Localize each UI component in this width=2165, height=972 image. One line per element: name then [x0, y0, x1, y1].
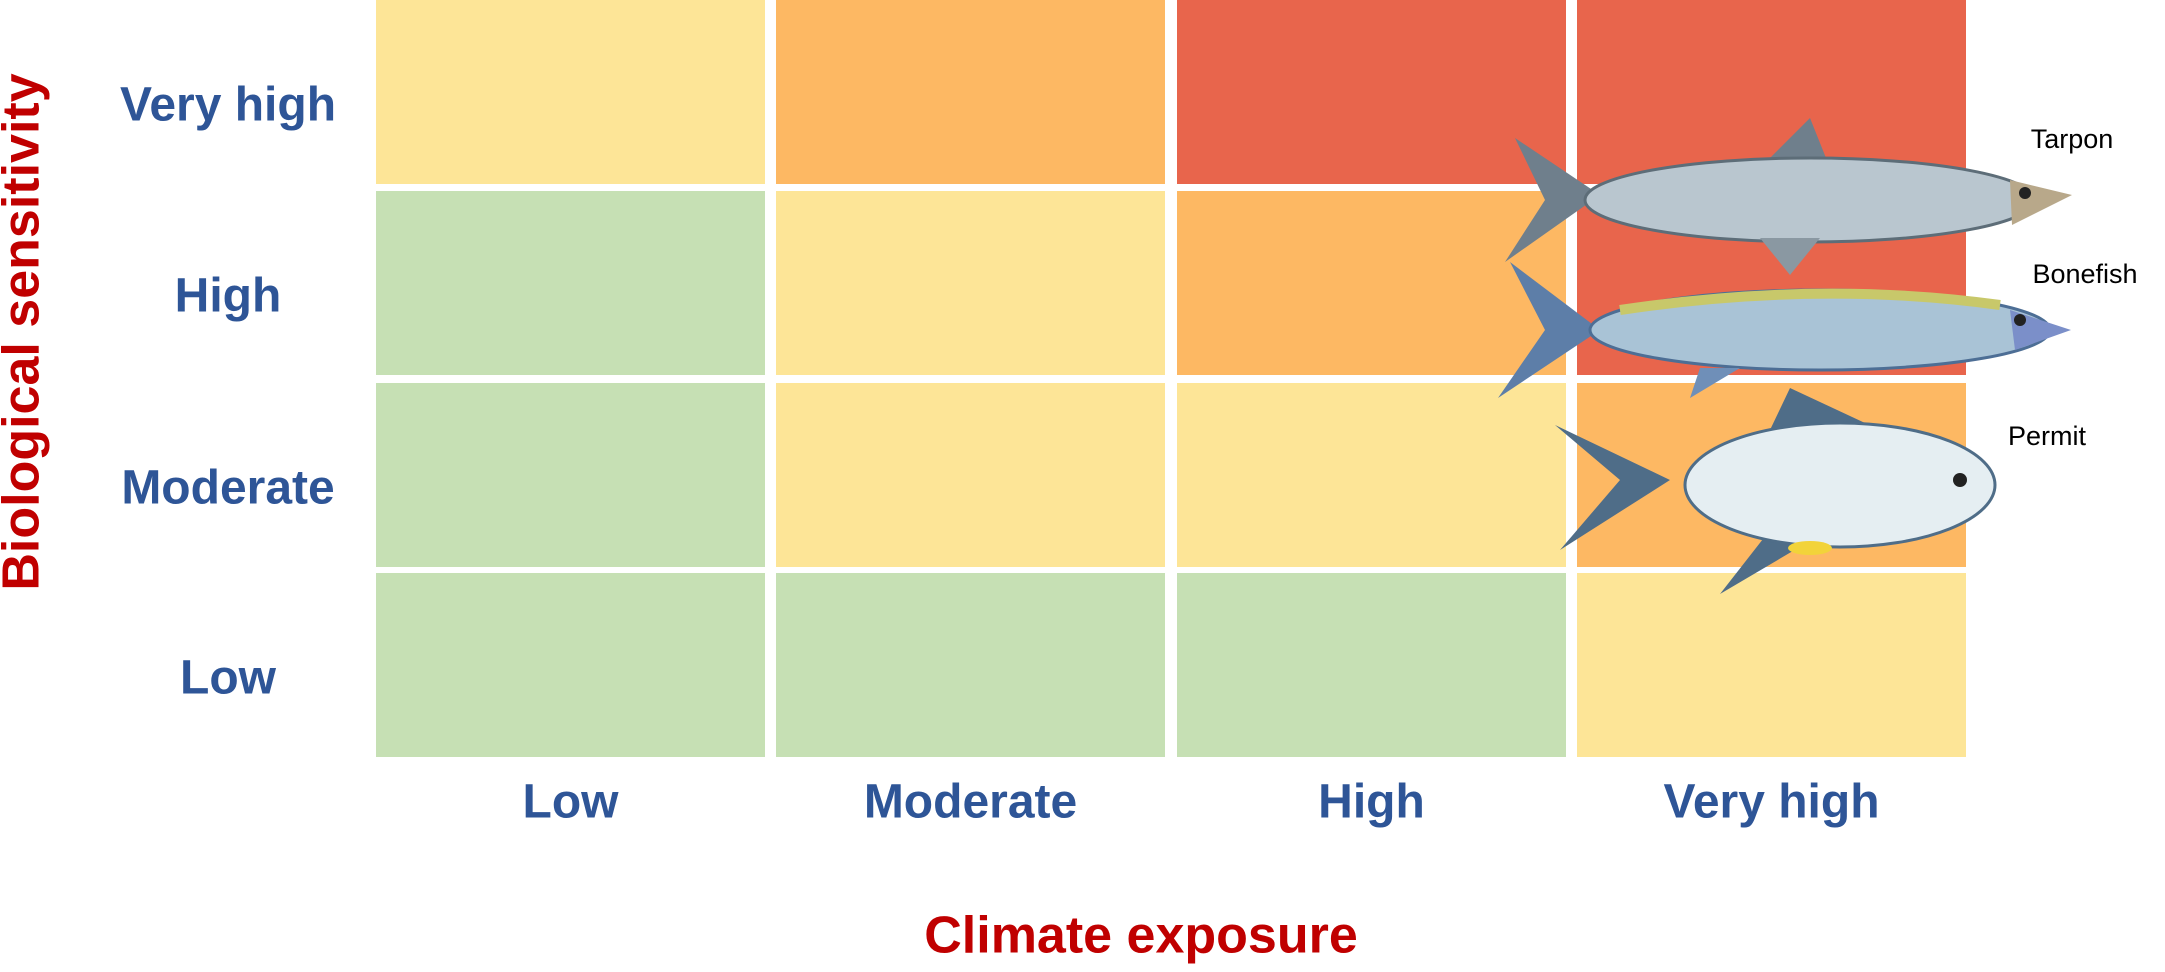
permit-illustration [1555, 388, 1997, 594]
column-label: High [1318, 776, 1425, 829]
matrix-cell [1577, 0, 1966, 184]
fish-label: Tarpon [2031, 124, 2114, 154]
row-label: Low [180, 652, 277, 705]
matrix-cell [776, 0, 1165, 184]
tarpon-illustration [1505, 118, 2072, 275]
matrix-cell [1177, 191, 1566, 375]
matrix-cell [1177, 383, 1566, 567]
matrix-cell [776, 573, 1165, 757]
column-label: Low [523, 776, 620, 829]
fish-label: Bonefish [2032, 259, 2137, 289]
x-axis-title: Climate exposure [924, 907, 1358, 965]
matrix-cell [376, 573, 765, 757]
matrix-cell [1177, 573, 1566, 757]
column-label: Very high [1663, 776, 1879, 829]
row-label: Moderate [121, 462, 334, 515]
matrix-cell [776, 383, 1165, 567]
row-label: High [175, 270, 282, 323]
row-label: Very high [120, 79, 336, 132]
column-label: Moderate [864, 776, 1077, 829]
matrix-cell [376, 191, 765, 375]
matrix-cell [776, 191, 1165, 375]
bonefish-illustration [1498, 262, 2071, 398]
fish-label: Permit [2008, 421, 2087, 451]
matrix-grid [376, 0, 1966, 757]
matrix-cell [376, 383, 765, 567]
fish-illustrations [1498, 118, 2072, 594]
y-axis-title: Biological sensitivity [0, 73, 51, 590]
matrix-cell [376, 0, 765, 184]
matrix-cell [1577, 573, 1966, 757]
matrix-cell [1177, 0, 1566, 184]
